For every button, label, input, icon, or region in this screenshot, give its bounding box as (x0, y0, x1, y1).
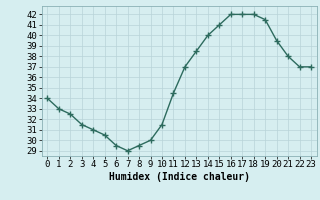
X-axis label: Humidex (Indice chaleur): Humidex (Indice chaleur) (109, 172, 250, 182)
